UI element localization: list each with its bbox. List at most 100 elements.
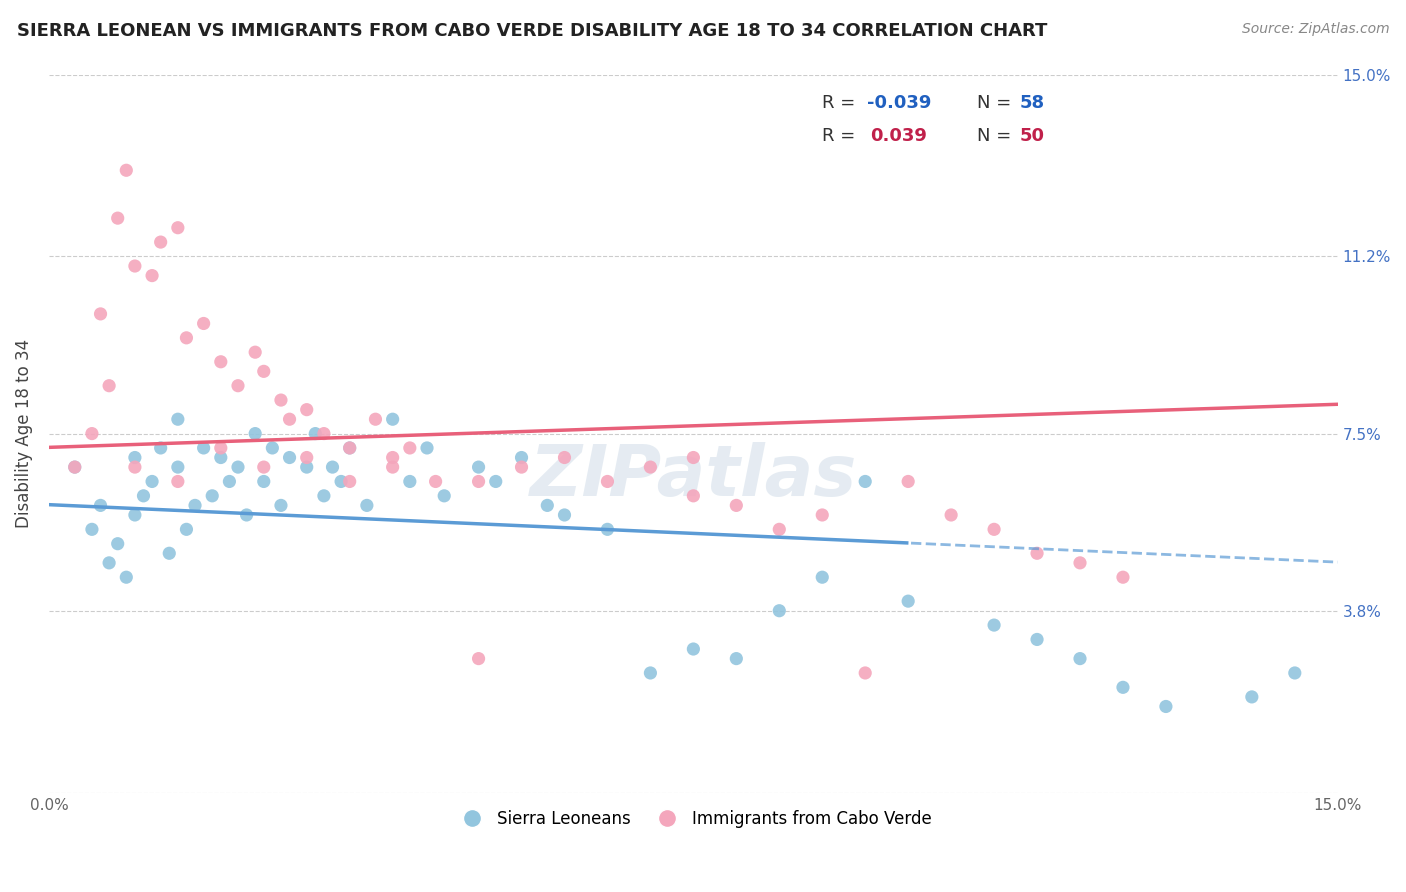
Text: 58: 58 (1019, 95, 1045, 112)
Point (725, 499, 748, 513)
Point (425, 475, 447, 489)
Point (132, 489, 155, 503)
Point (89, 499, 111, 513)
Point (115, 163, 138, 178)
Point (596, 522, 619, 536)
Point (381, 412, 404, 426)
Point (510, 460, 533, 475)
Point (304, 426, 326, 441)
Point (897, 594, 920, 608)
Text: 50: 50 (1019, 127, 1045, 145)
Point (270, 393, 292, 408)
Point (321, 460, 343, 475)
Text: Source: ZipAtlas.com: Source: ZipAtlas.com (1241, 22, 1389, 37)
Point (1112, 570, 1135, 584)
Point (176, 331, 198, 345)
Point (364, 412, 387, 426)
Point (682, 450, 704, 465)
Point (1026, 546, 1049, 560)
Text: -0.039: -0.039 (868, 95, 932, 112)
Point (295, 450, 318, 465)
Point (278, 412, 301, 426)
Point (312, 426, 335, 441)
Point (166, 220, 188, 235)
Point (176, 522, 198, 536)
Text: R =: R = (823, 95, 862, 112)
Point (811, 508, 834, 522)
Point (983, 522, 1005, 536)
Point (339, 441, 361, 455)
Point (80, 426, 103, 441)
Point (1069, 651, 1091, 665)
Point (983, 618, 1005, 632)
Point (553, 450, 575, 465)
Point (124, 460, 146, 475)
Y-axis label: Disability Age 18 to 34: Disability Age 18 to 34 (15, 339, 32, 528)
Point (253, 475, 276, 489)
Point (467, 651, 489, 665)
Point (1154, 699, 1177, 714)
Point (166, 412, 188, 426)
Point (193, 317, 215, 331)
Point (398, 475, 420, 489)
Point (897, 475, 920, 489)
Point (166, 460, 188, 475)
Point (63, 460, 86, 475)
Point (416, 441, 439, 455)
Point (768, 604, 790, 618)
Point (157, 546, 180, 560)
Point (295, 402, 318, 417)
Point (1240, 690, 1263, 704)
Point (201, 489, 224, 503)
Point (193, 441, 215, 455)
Point (235, 508, 257, 522)
Point (253, 364, 276, 378)
Point (253, 460, 276, 475)
Text: SIERRA LEONEAN VS IMMIGRANTS FROM CABO VERDE DISABILITY AGE 18 TO 34 CORRELATION: SIERRA LEONEAN VS IMMIGRANTS FROM CABO V… (17, 22, 1047, 40)
Point (467, 460, 489, 475)
Point (141, 475, 163, 489)
Point (89, 307, 111, 321)
Point (149, 235, 172, 249)
Point (295, 460, 318, 475)
Point (166, 475, 188, 489)
Point (209, 441, 232, 455)
Point (682, 642, 704, 657)
Text: N =: N = (977, 127, 1017, 145)
Point (63, 460, 86, 475)
Point (640, 460, 662, 475)
Point (853, 665, 876, 680)
Point (510, 450, 533, 465)
Point (596, 475, 619, 489)
Point (356, 499, 378, 513)
Point (243, 345, 266, 359)
Point (725, 651, 748, 665)
Point (339, 441, 361, 455)
Point (339, 475, 361, 489)
Point (1112, 681, 1135, 695)
Text: 0.039: 0.039 (870, 127, 927, 145)
Text: R =: R = (823, 127, 862, 145)
Point (141, 268, 163, 283)
Point (124, 259, 146, 273)
Point (107, 537, 129, 551)
Point (811, 570, 834, 584)
Point (312, 489, 335, 503)
Text: N =: N = (977, 95, 1017, 112)
Point (209, 355, 232, 369)
Legend: Sierra Leoneans, Immigrants from Cabo Verde: Sierra Leoneans, Immigrants from Cabo Ve… (449, 804, 938, 835)
Point (939, 508, 962, 522)
Point (398, 441, 420, 455)
Point (107, 211, 129, 226)
Point (278, 450, 301, 465)
Point (768, 522, 790, 536)
Point (485, 475, 508, 489)
Point (226, 460, 249, 475)
Point (381, 460, 404, 475)
Point (209, 450, 232, 465)
Point (1284, 665, 1306, 680)
Point (682, 489, 704, 503)
Point (184, 499, 207, 513)
Point (115, 570, 138, 584)
Point (536, 499, 558, 513)
